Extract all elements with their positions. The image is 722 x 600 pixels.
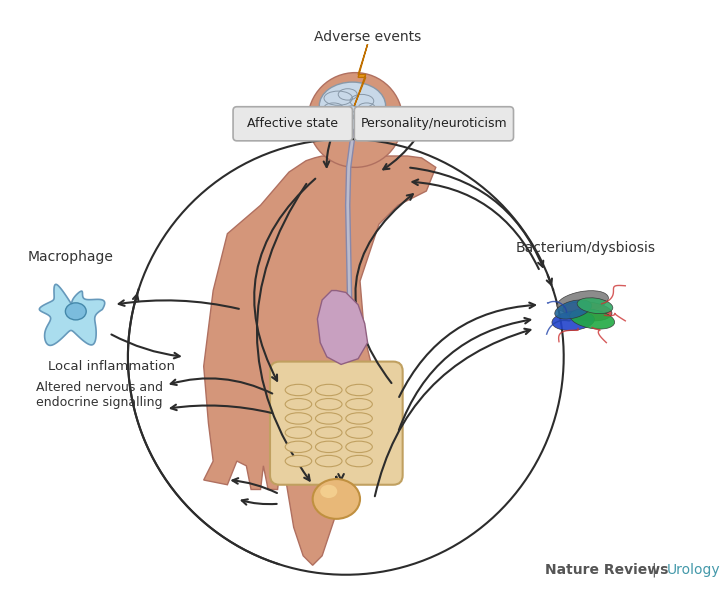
Text: Urology: Urology	[667, 563, 721, 577]
Polygon shape	[40, 284, 105, 346]
Ellipse shape	[346, 385, 373, 395]
Text: |: |	[651, 563, 656, 577]
Ellipse shape	[285, 413, 312, 424]
Ellipse shape	[316, 441, 342, 452]
Ellipse shape	[285, 385, 312, 395]
Ellipse shape	[316, 385, 342, 395]
Ellipse shape	[285, 398, 312, 410]
Ellipse shape	[346, 455, 373, 467]
Ellipse shape	[557, 290, 609, 313]
Ellipse shape	[316, 413, 342, 424]
Polygon shape	[318, 290, 367, 364]
Ellipse shape	[316, 427, 342, 439]
Circle shape	[308, 73, 403, 167]
Text: Bacterium/dysbiosis: Bacterium/dysbiosis	[516, 241, 656, 255]
Ellipse shape	[346, 441, 373, 452]
Polygon shape	[204, 156, 436, 565]
Ellipse shape	[563, 302, 612, 321]
Text: Macrophage: Macrophage	[28, 250, 114, 265]
Text: Nature Reviews: Nature Reviews	[545, 563, 668, 577]
Ellipse shape	[554, 300, 591, 319]
Ellipse shape	[285, 455, 312, 467]
Ellipse shape	[285, 427, 312, 439]
Ellipse shape	[285, 441, 312, 452]
Ellipse shape	[319, 82, 386, 130]
Ellipse shape	[321, 485, 337, 498]
Ellipse shape	[552, 311, 594, 331]
Text: Affective state: Affective state	[247, 117, 338, 130]
Ellipse shape	[316, 455, 342, 467]
Text: Local inflammation: Local inflammation	[48, 360, 175, 373]
FancyBboxPatch shape	[233, 107, 352, 141]
FancyBboxPatch shape	[355, 107, 513, 141]
Ellipse shape	[346, 427, 373, 439]
Polygon shape	[355, 44, 367, 106]
Text: Personality/neuroticism: Personality/neuroticism	[360, 117, 508, 130]
Ellipse shape	[316, 398, 342, 410]
Ellipse shape	[570, 309, 614, 329]
FancyBboxPatch shape	[270, 362, 403, 485]
Text: Adverse events: Adverse events	[314, 29, 421, 44]
Ellipse shape	[66, 303, 86, 320]
Ellipse shape	[346, 398, 373, 410]
Ellipse shape	[346, 413, 373, 424]
Ellipse shape	[313, 479, 360, 519]
Text: Altered nervous and
endocrine signalling: Altered nervous and endocrine signalling	[36, 381, 163, 409]
Ellipse shape	[577, 298, 613, 314]
